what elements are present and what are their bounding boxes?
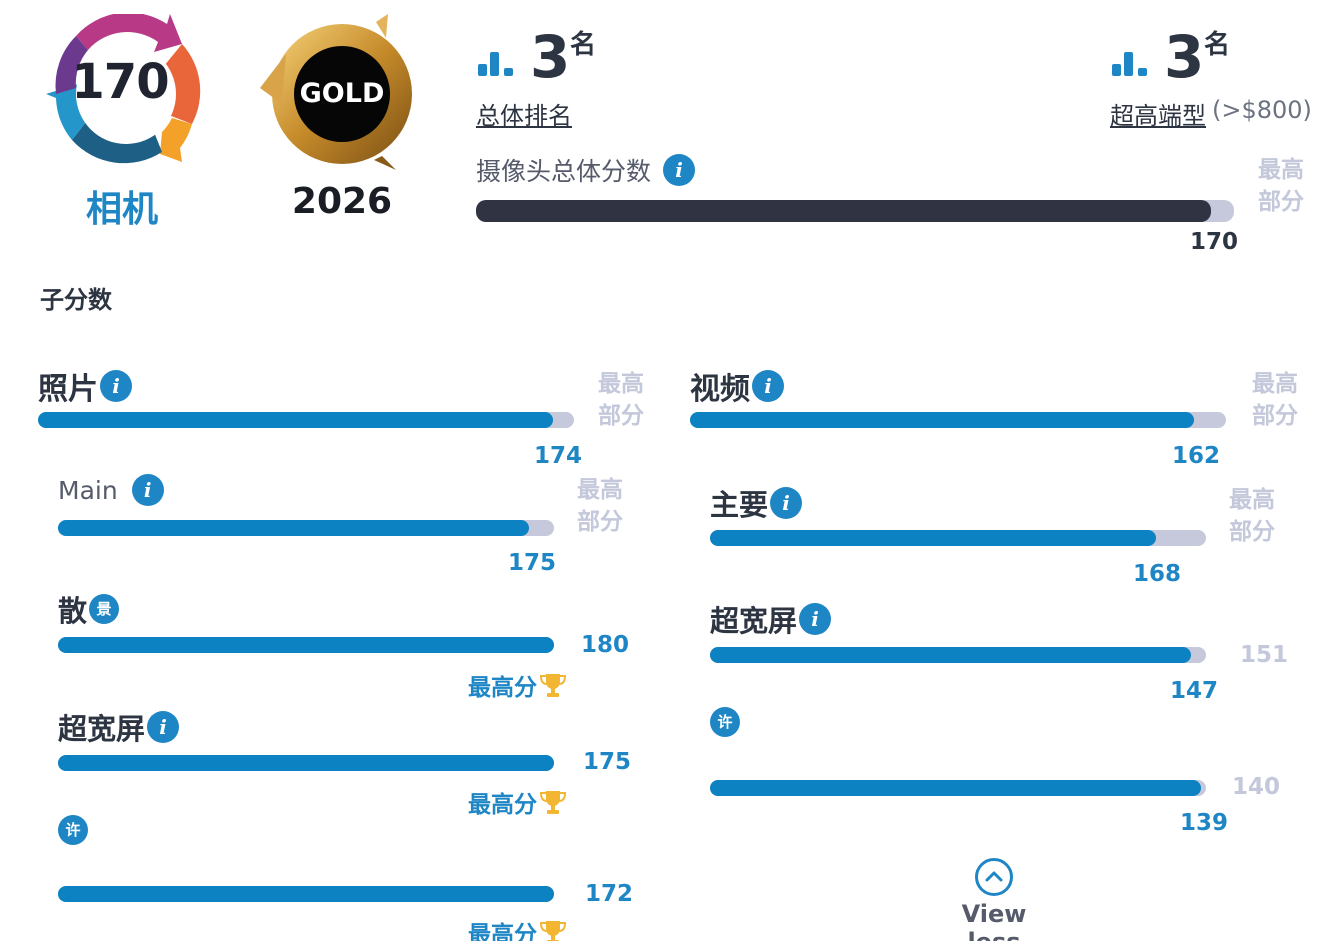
video-ultrawide-heading: 超宽屏 i: [710, 598, 832, 640]
gold-year: 2026: [291, 181, 393, 222]
video-score-value: 162: [1172, 443, 1221, 469]
photo-score-fill: [38, 412, 553, 428]
photo-main-max-label: 最高 部分: [577, 477, 623, 535]
overall-rank-suffix: 名: [570, 30, 597, 60]
segment-ranking-link[interactable]: 超高端型: [1110, 102, 1206, 130]
photo-main-score-value: 175: [508, 550, 557, 576]
trophy-icon: [539, 674, 567, 697]
camera-badge-ring-icon: [46, 14, 201, 164]
photo-main-score-bar: [58, 520, 554, 536]
view-less-label[interactable]: View less: [961, 900, 1027, 941]
video-main-score-fill: [710, 530, 1157, 546]
info-icon[interactable]: i: [770, 487, 803, 519]
video-tele-max-score: 140: [1232, 774, 1281, 800]
gold-badge-ring-icon: [260, 14, 412, 170]
overall-score-label: 摄像头总体分数: [476, 157, 652, 186]
photo-main-score-fill: [58, 520, 530, 536]
photo-ultrawide-score-fill: [58, 755, 554, 771]
video-main-score-bar: [710, 530, 1206, 546]
overall-score-heading: 摄像头总体分数 i: [476, 152, 696, 188]
photo-score-bar: [38, 412, 574, 428]
photo-score-value: 174: [534, 443, 583, 469]
photo-ultrawide-heading: 超宽屏 i: [58, 706, 180, 748]
video-tele-score-value: 139: [1180, 810, 1229, 836]
photo-tele-score-value: 172: [585, 881, 634, 907]
photo-tele-best-score: 最高分: [468, 915, 567, 941]
photo-main-heading: Main i: [58, 474, 164, 506]
video-score-fill: [690, 412, 1194, 428]
video-tele-score-bar: [710, 780, 1206, 796]
camera-label: 相机: [85, 189, 158, 230]
photo-tele-score-bar: [58, 886, 554, 902]
info-icon[interactable]: i: [131, 474, 164, 506]
bokeh-score-bar: [58, 637, 554, 653]
chevron-up-icon[interactable]: [975, 858, 1013, 896]
video-max-label: 最高 部分: [1252, 371, 1298, 429]
video-main-heading: 主要 i: [710, 482, 803, 524]
video-main-max-label: 最高 部分: [1229, 487, 1275, 545]
subscores-title: 子分数: [40, 286, 112, 314]
video-ultrawide-score-fill: [710, 647, 1192, 663]
view-less-button[interactable]: View less: [932, 858, 1056, 941]
info-icon[interactable]: i: [799, 603, 832, 635]
bokeh-score-fill: [58, 637, 554, 653]
info-icon[interactable]: i: [147, 711, 180, 743]
telephoto-icon[interactable]: 许: [710, 707, 740, 737]
info-icon[interactable]: i: [752, 370, 784, 402]
overall-score-bar: [476, 200, 1234, 222]
info-icon[interactable]: i: [100, 370, 132, 402]
photo-max-label: 最高 部分: [598, 371, 644, 429]
camera-score-value: 170: [71, 54, 169, 110]
bokeh-score-value: 180: [581, 632, 630, 658]
video-ultrawide-max-score: 151: [1240, 642, 1289, 668]
photo-heading: 照片 i: [38, 364, 132, 408]
video-tele-score-fill: [710, 780, 1202, 796]
video-score-bar: [690, 412, 1226, 428]
info-icon[interactable]: i: [663, 154, 696, 186]
video-ultrawide-score-value: 147: [1170, 678, 1219, 704]
trophy-icon: [539, 921, 567, 941]
telephoto-icon[interactable]: 许: [58, 815, 88, 845]
overall-rank-number: 3: [530, 23, 571, 91]
overall-score-value: 170: [1190, 229, 1239, 255]
segment-price-range: (>$800): [1212, 96, 1312, 124]
photo-ultrawide-best-score: 最高分: [468, 785, 567, 819]
video-ultrawide-score-bar: [710, 647, 1206, 663]
overall-ranking-link[interactable]: 总体排名: [476, 102, 572, 130]
bokeh-best-score: 最高分: [468, 668, 567, 702]
photo-tele-score-fill: [58, 886, 554, 902]
bokeh-icon[interactable]: 景: [89, 594, 120, 624]
overall-max-label: 最高 部分: [1258, 157, 1304, 215]
photo-ultrawide-score-bar: [58, 755, 554, 771]
gold-label: GOLD: [299, 78, 385, 109]
overall-score-fill: [476, 200, 1212, 222]
trophy-icon: [539, 791, 567, 814]
video-main-score-value: 168: [1133, 561, 1182, 587]
segment-rank-number: 3: [1164, 23, 1205, 91]
bokeh-heading: 散 景: [58, 588, 120, 630]
ranking-bars-icon: [478, 50, 516, 76]
segment-rank-suffix: 名: [1204, 30, 1231, 60]
photo-ultrawide-score-value: 175: [583, 749, 632, 775]
video-heading: 视频 i: [690, 364, 784, 408]
ranking-bars-icon: [1112, 50, 1150, 76]
